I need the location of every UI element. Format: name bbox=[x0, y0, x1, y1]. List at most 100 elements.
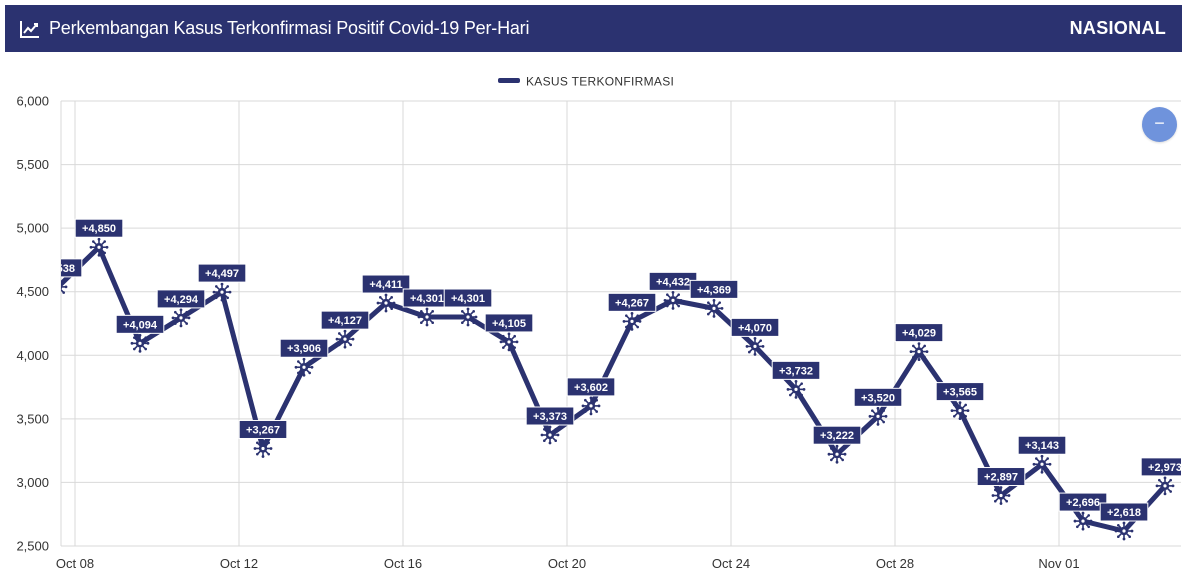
data-label-text: +4,850 bbox=[82, 223, 116, 235]
x-tick-label: Oct 08 bbox=[56, 556, 94, 571]
data-point-marker[interactable] bbox=[49, 276, 69, 298]
data-label-box bbox=[279, 338, 329, 358]
data-point-marker[interactable] bbox=[457, 306, 479, 328]
data-label: +2,618 bbox=[1099, 502, 1149, 522]
y-tick-label: 4,000 bbox=[16, 348, 49, 363]
data-label-box bbox=[197, 263, 247, 283]
data-label-text: +4,411 bbox=[369, 279, 402, 291]
data-point-marker[interactable] bbox=[703, 298, 725, 319]
data-label-box bbox=[976, 467, 1026, 487]
data-point-marker[interactable] bbox=[211, 281, 233, 303]
data-point-marker[interactable] bbox=[416, 306, 438, 328]
data-label: +4,432 bbox=[648, 271, 698, 291]
data-point-marker[interactable] bbox=[662, 290, 684, 311]
line-chart-icon bbox=[20, 20, 39, 38]
x-tick-label: Nov 01 bbox=[1038, 556, 1079, 571]
data-label-box bbox=[935, 382, 985, 402]
data-label-text: +2,696 bbox=[1066, 497, 1100, 509]
series-kasus-terkonfirmasi bbox=[49, 237, 1176, 542]
data-label-text: +2,973 bbox=[1148, 462, 1182, 474]
data-label-text: +3,906 bbox=[287, 343, 321, 355]
data-point-marker[interactable] bbox=[170, 307, 192, 329]
data-label-text: +2,618 bbox=[1107, 507, 1141, 519]
data-point-marker[interactable] bbox=[1113, 520, 1135, 542]
data-label-box bbox=[443, 288, 493, 308]
data-point-marker[interactable] bbox=[826, 444, 848, 465]
zoom-reset-button[interactable]: − bbox=[1142, 107, 1177, 142]
legend-label: KASUS TERKONFIRMASI bbox=[526, 75, 674, 89]
data-label-box bbox=[1140, 457, 1181, 477]
data-label: +3,267 bbox=[238, 419, 288, 439]
data-point-marker[interactable] bbox=[785, 379, 807, 400]
data-point-marker[interactable] bbox=[949, 400, 971, 421]
header-title: Perkembangan Kasus Terkonfirmasi Positif… bbox=[49, 18, 530, 38]
data-point-marker[interactable] bbox=[621, 311, 643, 332]
data-label-box bbox=[525, 406, 575, 426]
data-label: +3,143 bbox=[1017, 435, 1067, 455]
series-line bbox=[61, 244, 1168, 534]
data-point-marker[interactable] bbox=[867, 406, 889, 427]
data-label-box bbox=[894, 323, 944, 343]
data-label-text: +4,301 bbox=[451, 293, 485, 305]
data-label: +3,906 bbox=[279, 338, 329, 358]
data-point-marker[interactable] bbox=[293, 357, 315, 378]
x-tick-label: Oct 16 bbox=[384, 556, 422, 571]
data-point-marker[interactable] bbox=[334, 328, 356, 350]
data-label-text: +4,029 bbox=[902, 328, 936, 340]
data-label-box bbox=[361, 274, 411, 294]
data-label-box bbox=[1099, 502, 1149, 522]
data-point-marker[interactable] bbox=[129, 333, 151, 354]
data-label: +3,602 bbox=[566, 377, 616, 397]
data-label: +4,411 bbox=[361, 274, 411, 294]
data-label-text: +3,143 bbox=[1025, 440, 1059, 452]
data-point-marker[interactable] bbox=[539, 424, 561, 446]
data-point-marker[interactable] bbox=[498, 331, 520, 353]
data-point-marker[interactable] bbox=[252, 438, 274, 459]
data-label-text: +4,432 bbox=[656, 276, 690, 288]
data-label: +4,127 bbox=[320, 310, 370, 330]
data-label-text: +2,897 bbox=[984, 472, 1018, 484]
data-label: +2,897 bbox=[976, 467, 1026, 487]
data-label: +4,294 bbox=[156, 289, 206, 309]
data-label: +3,732 bbox=[771, 360, 821, 380]
minus-icon: − bbox=[1154, 112, 1165, 133]
data-label-text: +4,070 bbox=[738, 322, 772, 334]
y-tick-label: 5,500 bbox=[16, 157, 49, 172]
data-point-marker[interactable] bbox=[1072, 510, 1094, 532]
data-label-text: +4,294 bbox=[164, 294, 199, 306]
data-label: +3,565 bbox=[935, 382, 985, 402]
data-label: +3,373 bbox=[525, 406, 575, 426]
data-point-marker[interactable] bbox=[88, 237, 110, 258]
data-label-text: +3,267 bbox=[246, 424, 280, 436]
data-label-text: +4,267 bbox=[615, 297, 649, 309]
y-tick-label: 2,500 bbox=[16, 539, 49, 554]
data-label-box bbox=[238, 419, 288, 439]
data-label-box bbox=[812, 425, 862, 445]
data-point-marker[interactable] bbox=[375, 292, 397, 314]
axes: 2,500 3,000 3,500 4,000 4,500 5,000 5,500 6,000… bbox=[16, 94, 1079, 572]
data-label-box bbox=[689, 279, 739, 299]
data-label-text: +3,732 bbox=[779, 365, 813, 377]
data-label: +2,696 bbox=[1058, 492, 1108, 512]
y-tick-label: 3,000 bbox=[16, 475, 49, 490]
data-label-box bbox=[156, 289, 206, 309]
data-label: +4,029 bbox=[894, 323, 944, 343]
data-point-marker[interactable] bbox=[1154, 475, 1176, 497]
data-label-text: +3,222 bbox=[820, 430, 854, 442]
data-label: +4,070 bbox=[730, 317, 780, 337]
legend: KASUS TERKONFIRMASI bbox=[498, 75, 674, 89]
data-label-text: +4,497 bbox=[205, 268, 239, 280]
data-point-marker[interactable] bbox=[908, 341, 930, 362]
data-label: +4,301 bbox=[443, 288, 493, 308]
data-point-marker[interactable] bbox=[990, 485, 1012, 506]
data-label-text: +3,520 bbox=[861, 392, 895, 404]
data-point-marker[interactable] bbox=[1031, 454, 1053, 475]
data-point-marker[interactable] bbox=[744, 336, 766, 357]
data-label-text: +4,105 bbox=[492, 318, 526, 330]
data-label-box bbox=[115, 314, 165, 334]
data-point-marker[interactable] bbox=[580, 395, 602, 417]
data-label: +4,301 bbox=[402, 288, 452, 308]
data-label-box bbox=[771, 360, 821, 380]
data-label-text: +3,602 bbox=[574, 382, 608, 394]
